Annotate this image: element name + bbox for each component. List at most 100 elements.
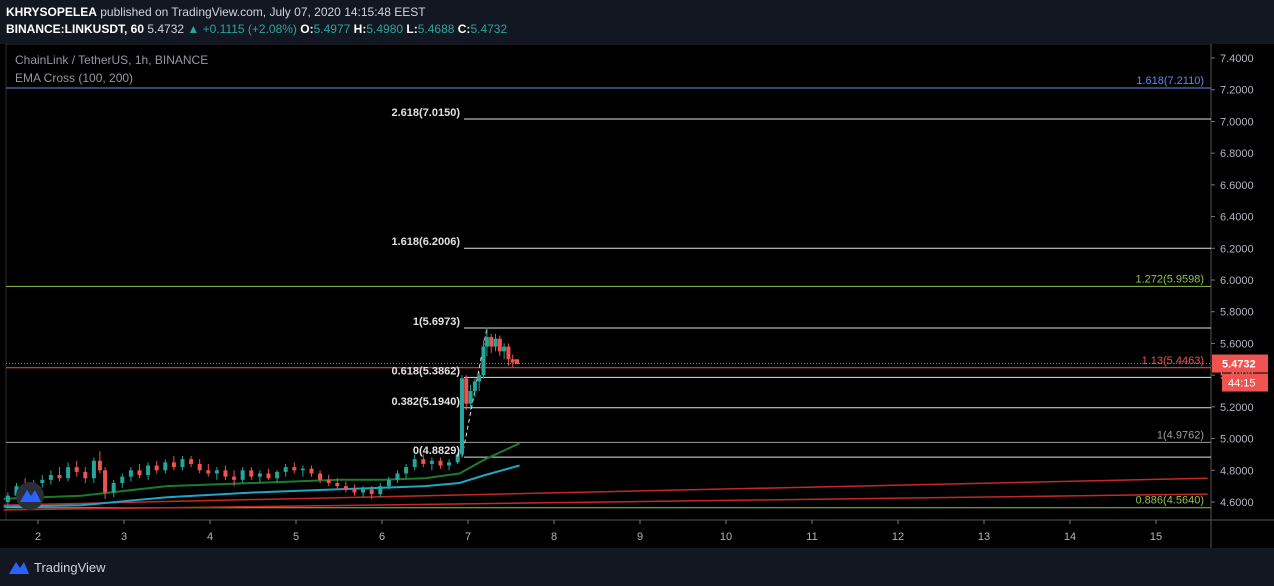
candle-61 — [489, 333, 494, 353]
candle-27 — [232, 470, 237, 487]
candle-67 — [515, 359, 520, 365]
ext-level-label-0: 1.618(7.2110) — [1136, 75, 1204, 87]
candle-65 — [506, 343, 511, 366]
publish-info: KHRYSOPELEA published on TradingView.com… — [6, 5, 426, 19]
tradingview-badge-icon — [16, 482, 44, 510]
candle-9 — [83, 467, 88, 483]
y-tick-13: 7.2000 — [1220, 85, 1254, 97]
open-value: 5.4977 — [313, 22, 351, 36]
candle-46 — [395, 470, 400, 483]
fib-level-label-1: 1.618(6.2006) — [392, 236, 461, 248]
candle-34 — [292, 462, 297, 474]
candle-25 — [214, 467, 219, 480]
x-tick-11: 13 — [978, 531, 990, 543]
y-tick-6: 5.8000 — [1220, 307, 1254, 319]
candle-0 — [5, 492, 10, 507]
candle-13 — [111, 479, 116, 498]
candle-37 — [318, 470, 323, 483]
brand-name[interactable]: TradingView — [34, 560, 106, 575]
candle-31 — [266, 468, 271, 480]
legend-pair: ChainLink / TetherUS, 1h, BINANCE — [15, 53, 208, 67]
candle-11 — [97, 451, 102, 474]
candle-47 — [404, 463, 409, 479]
publish-header: KHRYSOPELEA published on TradingView.com… — [0, 0, 1274, 44]
y-tick-0: 4.6000 — [1220, 497, 1254, 509]
candle-41 — [352, 484, 357, 496]
candle-33 — [283, 463, 288, 477]
candle-19 — [163, 459, 168, 474]
fib-level-label-0: 2.618(7.0150) — [392, 107, 461, 119]
x-tick-7: 9 — [637, 531, 643, 543]
low-value: 5.4688 — [417, 22, 455, 36]
last-price-value: 5.4732 — [147, 22, 185, 36]
candle-7 — [66, 462, 71, 482]
candle-44 — [378, 482, 383, 498]
fib-level-label-5: 0(4.8829) — [413, 445, 460, 457]
y-tick-11: 6.8000 — [1220, 148, 1254, 160]
candle-26 — [223, 465, 228, 480]
candle-66 — [510, 354, 515, 368]
candle-49 — [421, 454, 426, 468]
candle-50 — [429, 457, 434, 471]
candle-6 — [57, 467, 62, 482]
legend-indicator: EMA Cross (100, 200) — [15, 71, 133, 85]
high-value: 5.4980 — [366, 22, 404, 36]
tradingview-logo-icon — [9, 562, 29, 574]
candle-58 — [477, 371, 482, 391]
candle-23 — [197, 459, 202, 474]
y-tick-5: 5.6000 — [1220, 338, 1254, 350]
candle-15 — [128, 467, 133, 482]
close-label: C: — [457, 22, 471, 36]
y-tick-7: 6.0000 — [1220, 275, 1254, 287]
x-tick-1: 3 — [121, 531, 127, 543]
candle-32 — [275, 470, 280, 483]
candle-24 — [206, 463, 211, 477]
candle-21 — [180, 456, 185, 471]
fib-level-label-3: 0.618(5.3862) — [392, 365, 461, 377]
candle-22 — [189, 456, 194, 468]
x-tick-4: 6 — [379, 531, 385, 543]
ext-level-label-2: 1.13(5.4463) — [1142, 355, 1204, 367]
ext-level-label-3: 1(4.9762) — [1157, 429, 1204, 441]
x-tick-9: 11 — [806, 531, 817, 543]
y-tick-12: 7.0000 — [1220, 116, 1254, 128]
ema-slow-line — [3, 442, 521, 500]
candle-16 — [137, 463, 142, 479]
author-name[interactable]: KHRYSOPELEA — [6, 5, 97, 19]
candle-8 — [74, 460, 79, 477]
x-tick-0: 2 — [35, 531, 41, 543]
candle-4 — [40, 475, 45, 488]
candle-45 — [386, 476, 391, 490]
candle-36 — [309, 465, 314, 477]
x-tick-8: 10 — [720, 531, 732, 543]
y-tick-14: 7.4000 — [1220, 53, 1254, 65]
candle-5 — [48, 470, 53, 485]
candle-42 — [361, 486, 366, 498]
published-text: published on TradingView.com, July 07, 2… — [100, 5, 426, 19]
candle-53 — [455, 452, 460, 464]
candle-10 — [91, 457, 96, 483]
open-label: O: — [300, 22, 314, 36]
candle-60 — [484, 327, 489, 357]
ext-level-label-1: 1.272(5.9598) — [1136, 273, 1205, 285]
candle-20 — [171, 456, 176, 471]
candle-57 — [472, 378, 477, 398]
candle-64 — [502, 343, 507, 360]
last-price-badge — [1212, 354, 1268, 373]
price-chart[interactable]: 1.618(7.2110) 1.272(5.9598) 1.13(5.4463) 1(… — [0, 44, 1274, 548]
x-tick-13: 15 — [1150, 531, 1162, 543]
candle-14 — [120, 473, 125, 488]
change-arrow-icon: ▲ — [187, 22, 200, 36]
x-tick-2: 4 — [207, 531, 213, 543]
y-tick-1: 4.8000 — [1220, 465, 1254, 477]
candle-63 — [497, 335, 502, 357]
y-tick-8: 6.2000 — [1220, 243, 1254, 255]
candle-38 — [326, 475, 331, 487]
y-tick-9: 6.4000 — [1220, 212, 1254, 224]
last-price-badge-text: 5.4732 — [1222, 359, 1256, 371]
candle-17 — [146, 462, 151, 480]
x-tick-12: 14 — [1064, 531, 1076, 543]
candle-43 — [369, 486, 374, 499]
candle-55 — [464, 375, 469, 411]
y-tick-3: 5.2000 — [1220, 402, 1254, 414]
